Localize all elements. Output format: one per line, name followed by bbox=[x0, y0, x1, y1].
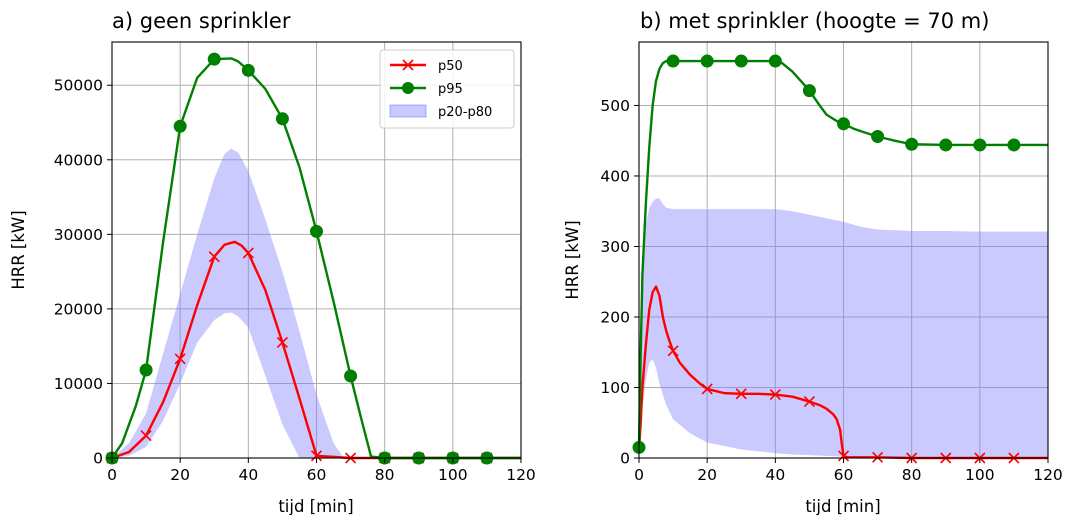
data-point-p95 bbox=[344, 369, 358, 383]
x-tick-label: 40 bbox=[238, 466, 258, 484]
y-tick-label: 30000 bbox=[54, 226, 103, 244]
legend-box bbox=[379, 49, 515, 129]
data-point-p50 bbox=[872, 451, 884, 463]
legend-swatch-band bbox=[389, 104, 427, 118]
data-point-p50 bbox=[140, 430, 152, 442]
data-point-p95 bbox=[973, 138, 987, 152]
y-axis-label: HRR [kW] bbox=[563, 220, 582, 299]
x-tick-label: 20 bbox=[697, 466, 717, 484]
y-tick-label: 0 bbox=[93, 450, 103, 468]
data-point-p95 bbox=[700, 54, 714, 68]
x-tick-label: 80 bbox=[902, 466, 922, 484]
data-point-p95 bbox=[871, 129, 885, 143]
data-point-p50 bbox=[242, 247, 254, 259]
y-tick-label: 400 bbox=[600, 167, 630, 185]
x-tick-label: 0 bbox=[107, 466, 117, 484]
data-point-p95 bbox=[139, 363, 153, 377]
plot-area bbox=[632, 42, 1049, 464]
data-point-p50 bbox=[803, 396, 815, 408]
series-line-p50 bbox=[637, 285, 1048, 460]
data-point-p95 bbox=[905, 137, 919, 151]
x-axis-label: tijd [min] bbox=[805, 497, 880, 515]
legend-marker-p95 bbox=[402, 82, 414, 94]
legend-marker-p50 bbox=[402, 59, 414, 71]
legend-label: p20-p80 bbox=[438, 105, 492, 120]
y-tick-label: 500 bbox=[600, 97, 630, 115]
data-point-p50 bbox=[310, 450, 323, 462]
data-point-p95 bbox=[734, 54, 748, 68]
x-tick-label: 60 bbox=[834, 466, 854, 484]
data-point-p95 bbox=[173, 119, 187, 133]
data-point-p50 bbox=[276, 336, 288, 349]
data-point-p95 bbox=[310, 224, 323, 238]
data-point-p95 bbox=[241, 63, 255, 77]
data-point-p95 bbox=[275, 112, 289, 126]
band-p20-p80 bbox=[639, 198, 1048, 458]
data-point-p50 bbox=[837, 450, 850, 462]
chart-title: b) met sprinkler (hoogte = 70 m) bbox=[640, 9, 989, 33]
x-tick-label: 40 bbox=[765, 466, 785, 484]
data-point-p95 bbox=[666, 54, 680, 68]
x-tick-label: 120 bbox=[506, 466, 536, 484]
data-point-p95 bbox=[768, 54, 782, 68]
data-point-p50 bbox=[174, 353, 186, 365]
data-point-p50 bbox=[667, 345, 679, 357]
y-tick-label: 300 bbox=[600, 238, 630, 256]
x-axis-label: tijd [min] bbox=[278, 497, 353, 515]
band-p20-p80 bbox=[112, 148, 521, 458]
x-tick-label: 100 bbox=[438, 466, 468, 484]
y-tick-label: 40000 bbox=[54, 151, 103, 169]
y-tick-label: 200 bbox=[600, 308, 630, 326]
x-tick-label: 100 bbox=[965, 466, 995, 484]
x-tick-label: 80 bbox=[375, 466, 395, 484]
x-tick-label: 20 bbox=[170, 466, 190, 484]
data-point-p95 bbox=[1007, 138, 1021, 152]
data-point-p50 bbox=[769, 388, 781, 401]
y-tick-label: 0 bbox=[620, 450, 630, 468]
data-point-p95 bbox=[207, 52, 221, 66]
legend: p50 p95 p20-p80 bbox=[379, 49, 515, 129]
data-point-p50 bbox=[208, 251, 220, 263]
chart-panel-b: b) met sprinkler (hoogte = 70 m) tijd [m… bbox=[563, 9, 1063, 515]
data-point-p50 bbox=[735, 388, 747, 400]
data-point-p95 bbox=[837, 117, 850, 131]
chart-panel-a: a) geen sprinkler tijd [min] HRR [kW] 0 2… bbox=[9, 9, 536, 515]
y-tick-label: 50000 bbox=[54, 77, 103, 95]
series-line-p95 bbox=[637, 59, 1048, 448]
x-tick-label: 60 bbox=[307, 466, 327, 484]
data-point-p50 bbox=[701, 383, 713, 395]
y-tick-label: 100 bbox=[600, 379, 630, 397]
data-point-p95 bbox=[939, 138, 953, 152]
x-tick-label: 0 bbox=[634, 466, 644, 484]
chart-title: a) geen sprinkler bbox=[112, 9, 291, 33]
y-axis-label: HRR [kW] bbox=[9, 210, 28, 289]
x-tick-label: 120 bbox=[1033, 466, 1063, 484]
y-tick-label: 20000 bbox=[54, 300, 103, 318]
legend-label: p95 bbox=[438, 82, 463, 97]
legend-label: p50 bbox=[438, 59, 463, 74]
y-tick-label: 10000 bbox=[54, 375, 103, 393]
data-point-p95 bbox=[802, 84, 816, 98]
